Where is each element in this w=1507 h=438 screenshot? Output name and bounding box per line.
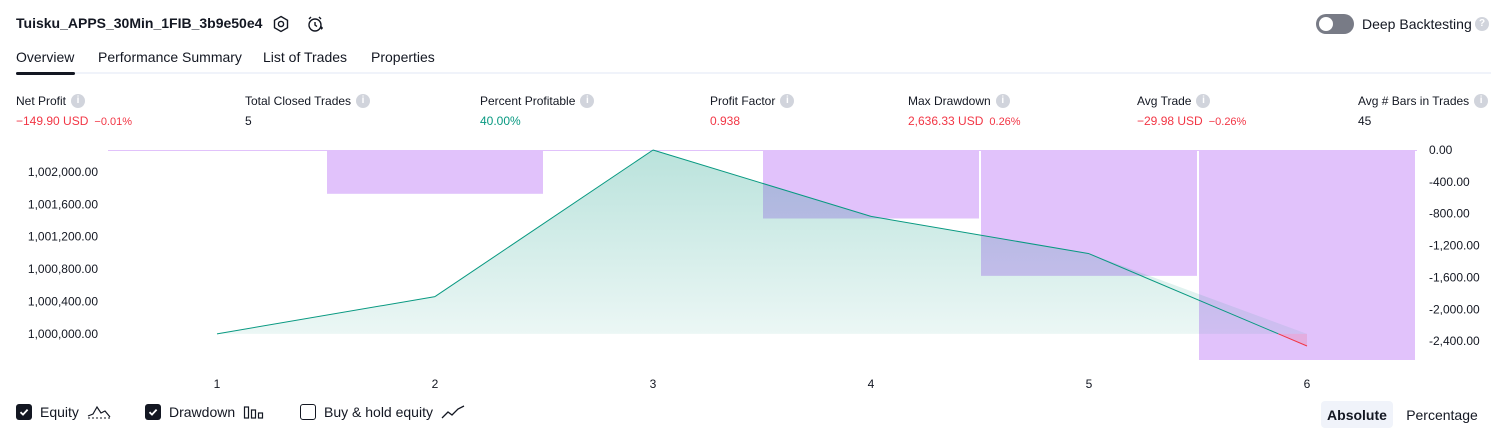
legend-buy-hold-label: Buy & hold equity <box>324 404 433 420</box>
stat-avg-trade-value: −29.98 USD −0.26% <box>1137 114 1247 128</box>
percentage-button[interactable]: Percentage <box>1406 406 1478 423</box>
y-right-tick-label: -2,000.00 <box>1429 302 1480 316</box>
y-right-tick-label: 0.00 <box>1429 143 1453 157</box>
drawdown-checkbox[interactable] <box>145 404 161 420</box>
active-tab-indicator <box>16 72 75 75</box>
equity-area <box>217 150 1307 334</box>
y-right-tick-label: -1,600.00 <box>1429 270 1480 284</box>
stat-total-closed-trades-value: 5 <box>245 114 252 128</box>
x-tick-label: 1 <box>214 377 221 391</box>
tabs-divider <box>16 72 1491 74</box>
buy-hold-line-icon <box>441 405 465 419</box>
stat-percent-profitable-value: 40.00% <box>480 114 521 128</box>
stat-profit-factor-label: Profit Factor i <box>710 94 795 108</box>
x-tick-label: 5 <box>1086 377 1093 391</box>
y-left-tick-label: 1,001,200.00 <box>28 230 98 244</box>
deep-backtesting-toggle[interactable] <box>1316 14 1354 34</box>
equity-line-segment <box>216 296 436 335</box>
info-icon[interactable]: i <box>580 94 595 108</box>
equity-line-segment <box>870 215 1090 255</box>
drawdown-bar <box>327 150 543 194</box>
equity-line-segment <box>434 149 654 298</box>
help-icon[interactable]: ? <box>1475 17 1489 31</box>
info-icon[interactable]: i <box>1474 94 1489 108</box>
tab-performance-summary[interactable]: Performance Summary <box>98 49 242 65</box>
stat-total-closed-trades-label: Total Closed Trades i <box>245 94 371 108</box>
stat-avg-trade-label: Avg Trade i <box>1137 94 1211 108</box>
legend-equity-label: Equity <box>40 404 79 420</box>
add-alert-icon[interactable] <box>305 14 325 34</box>
y-right-tick-label: -2,400.00 <box>1429 334 1480 348</box>
equity-line-icon <box>87 405 111 419</box>
stat-net-profit-value: −149.90 USD −0.01% <box>16 114 133 128</box>
tab-properties[interactable]: Properties <box>371 49 435 65</box>
y-right-tick-label: -1,200.00 <box>1429 239 1480 253</box>
stat-avg-bars-value: 45 <box>1358 114 1372 128</box>
equity-line-segment-negative <box>1278 333 1308 347</box>
tab-list-of-trades[interactable]: List of Trades <box>263 49 348 65</box>
stat-max-drawdown-label: Max Drawdown i <box>908 94 1010 108</box>
y-left-tick-label: 1,000,000.00 <box>28 327 98 341</box>
equity-line-segment <box>1088 253 1279 335</box>
stat-profit-factor-value: 0.938 <box>710 114 741 128</box>
legend-buy-hold-equity[interactable]: Buy & hold equity <box>300 404 465 420</box>
tab-overview[interactable]: Overview <box>16 49 75 65</box>
stat-percent-profitable-label: Percent Profitable i <box>480 94 595 108</box>
drawdown-bars-icon <box>244 406 264 419</box>
info-icon[interactable]: i <box>995 94 1010 108</box>
settings-icon[interactable] <box>271 14 291 34</box>
toggle-knob <box>1319 17 1333 31</box>
stat-avg-bars-label: Avg # Bars in Trades i <box>1358 94 1489 108</box>
equity-checkbox[interactable] <box>16 404 32 420</box>
info-icon[interactable]: i <box>1196 94 1211 108</box>
equity-drawdown-chart: 1,000,000.00 1,000,400.00 1,000,800.00 1,00… <box>28 143 1480 391</box>
y-left-tick-label: 1,002,000.00 <box>28 165 98 179</box>
x-tick-label: 6 <box>1304 377 1311 391</box>
stat-net-profit-label: Net Profit i <box>16 94 86 108</box>
equity-line-segment <box>652 149 872 217</box>
stat-max-drawdown-value: 2,636.33 USD 0.26% <box>908 114 1021 128</box>
x-tick-label: 2 <box>432 377 439 391</box>
legend-drawdown[interactable]: Drawdown <box>145 404 265 420</box>
y-left-tick-label: 1,001,600.00 <box>28 197 98 211</box>
x-tick-label: 3 <box>650 377 657 391</box>
deep-backtesting-label: Deep Backtesting <box>1362 16 1472 32</box>
absolute-button[interactable]: Absolute <box>1321 401 1393 428</box>
legend-drawdown-label: Drawdown <box>169 404 236 420</box>
buy-hold-checkbox[interactable] <box>300 404 316 420</box>
y-right-tick-label: -800.00 <box>1429 207 1470 221</box>
y-right-tick-label: -400.00 <box>1429 175 1470 189</box>
info-icon[interactable]: i <box>780 94 795 108</box>
y-left-tick-label: 1,000,800.00 <box>28 262 98 276</box>
y-left-tick-label: 1,000,400.00 <box>28 294 98 308</box>
equity-negative-area <box>1278 333 1307 346</box>
strategy-title: Tuisku_APPS_30Min_1FIB_3b9e50e4 <box>16 15 263 31</box>
x-tick-label: 4 <box>868 377 875 391</box>
info-icon[interactable]: i <box>356 94 371 108</box>
info-icon[interactable]: i <box>71 94 86 108</box>
legend-equity[interactable]: Equity <box>16 404 111 420</box>
